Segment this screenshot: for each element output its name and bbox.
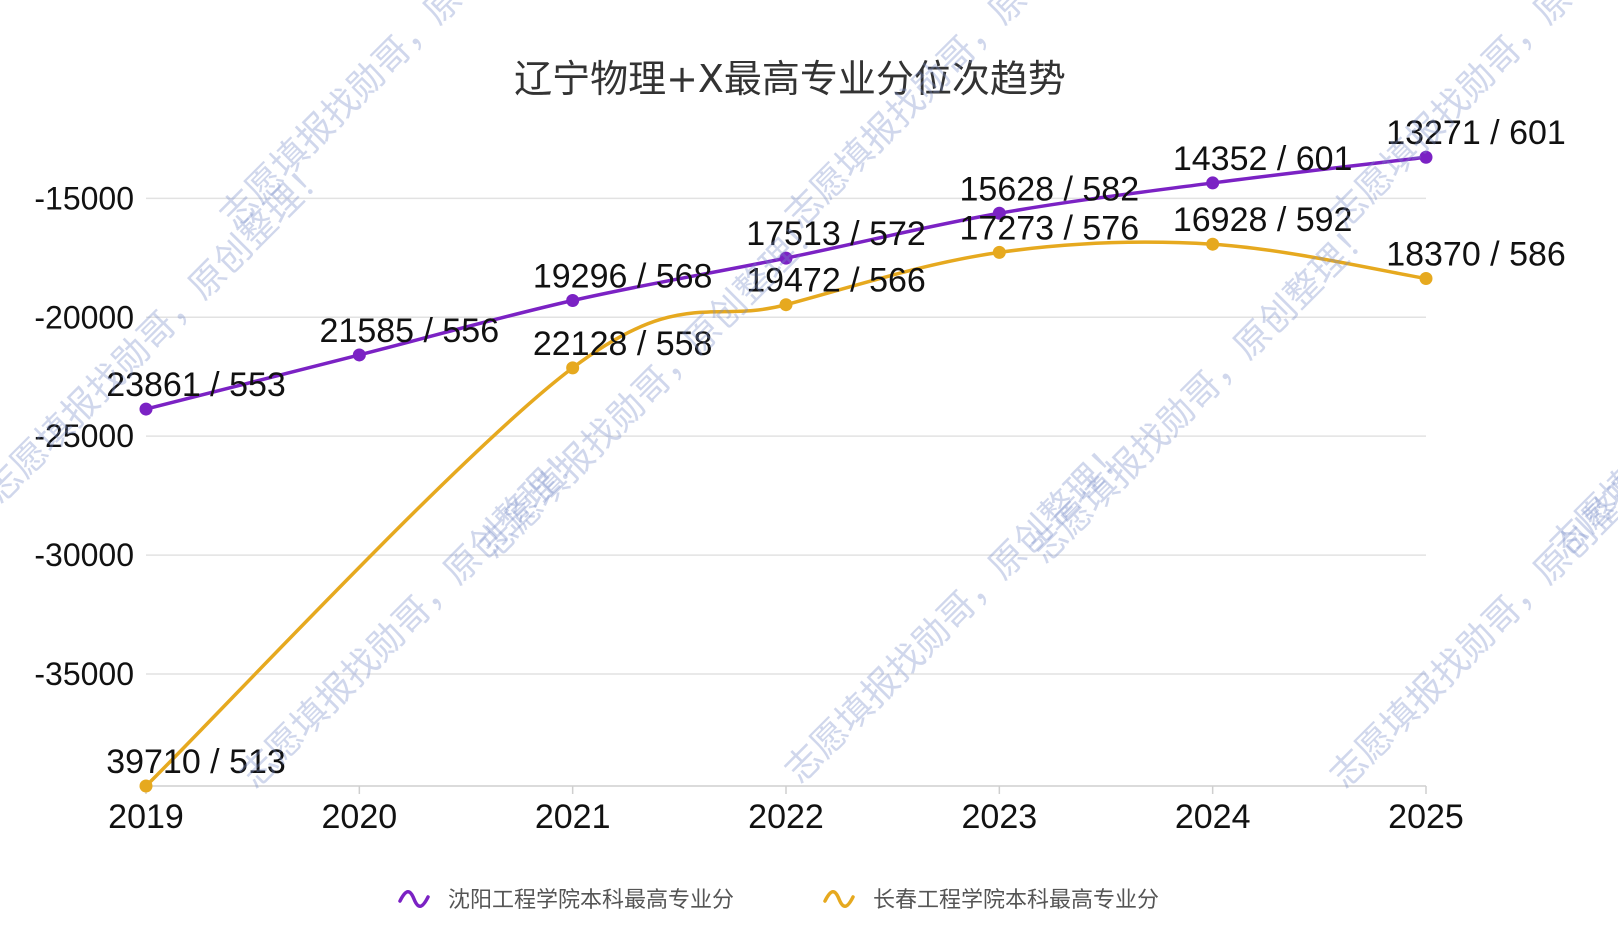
x-tick-label: 2023 [962,798,1038,836]
legend-line-icon [823,890,855,908]
legend: 沈阳工程学院本科最高专业分 长春工程学院本科最高专业分 [398,888,1159,913]
data-point [1419,271,1433,285]
axes: -15000 -20000 -25000 -30000 -35000 2019 2020 20… [34,180,1463,836]
chart-title: 辽宁物理+X最高专业分位次趋势 [514,57,1066,101]
x-tick-label: 2024 [1175,798,1251,836]
data-label: 14352 / 601 [1173,140,1353,178]
legend-line-icon [398,890,430,908]
data-point [566,294,580,308]
data-point [779,251,793,265]
data-point [566,361,580,375]
data-label: 19472 / 566 [746,262,926,300]
x-tick-label: 2020 [322,798,398,836]
legend-label: 长春工程学院本科最高专业分 [873,888,1159,913]
data-label: 23861 / 553 [106,366,286,404]
y-tick-label: -35000 [34,656,134,692]
watermark-text: 志愿填报找勋哥，原创整理！ [232,436,592,796]
watermark-text: 志愿填报找勋哥，原创整理！ [777,431,1137,791]
data-label: 17513 / 572 [746,215,926,253]
x-tick-label: 2021 [535,798,611,836]
legend-label: 沈阳工程学院本科最高专业分 [448,888,734,913]
data-label: 17273 / 576 [960,209,1140,247]
legend-item-1[interactable]: 沈阳工程学院本科最高专业分 [398,888,734,913]
x-tick-label: 2025 [1388,798,1464,836]
x-tick-label: 2019 [108,798,184,836]
data-label: 15628 / 582 [960,170,1140,208]
data-point [1206,176,1220,190]
data-label: 22128 / 558 [533,325,713,363]
y-tick-label: -15000 [34,180,134,216]
data-point [992,245,1006,259]
data-label: 21585 / 556 [320,312,500,350]
data-label: 18370 / 586 [1386,235,1566,273]
y-tick-label: -25000 [34,418,134,454]
data-point [1419,150,1433,164]
legend-item-2[interactable]: 长春工程学院本科最高专业分 [823,888,1159,913]
x-tick-label: 2022 [748,798,824,836]
data-point [352,348,366,362]
grid-lines [146,197,1426,675]
data-point [139,779,153,793]
data-point [992,206,1006,220]
data-point [139,402,153,416]
data-labels: 23861 / 553 21585 / 556 19296 / 568 17513 /… [106,114,1566,781]
data-label: 19296 / 568 [533,258,713,296]
data-point [779,298,793,312]
data-label: 39710 / 513 [106,743,286,781]
y-tick-label: -30000 [34,537,134,573]
data-label: 13271 / 601 [1386,114,1566,152]
data-point [1206,237,1220,251]
y-tick-label: -20000 [34,299,134,335]
data-points [139,150,1433,793]
data-label: 16928 / 592 [1173,201,1353,239]
watermark-text: 志愿填报找勋哥，原创整理！ [1322,436,1618,796]
